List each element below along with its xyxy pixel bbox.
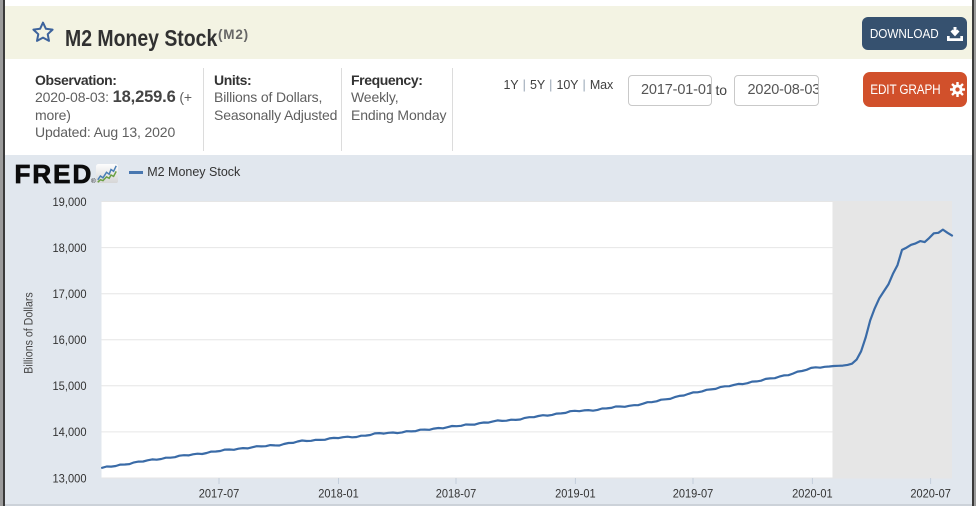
svg-text:2020-01: 2020-01 <box>792 487 833 501</box>
svg-text:2020-07: 2020-07 <box>910 487 951 501</box>
svg-text:16,000: 16,000 <box>52 333 86 347</box>
svg-text:2017-07: 2017-07 <box>198 487 239 501</box>
svg-text:2019-01: 2019-01 <box>555 487 596 501</box>
svg-text:17,000: 17,000 <box>52 287 86 301</box>
svg-text:13,000: 13,000 <box>52 471 86 485</box>
svg-text:2018-07: 2018-07 <box>435 487 476 501</box>
svg-text:2018-01: 2018-01 <box>318 487 359 501</box>
svg-text:15,000: 15,000 <box>52 379 86 393</box>
svg-text:Billions of Dollars: Billions of Dollars <box>23 292 35 374</box>
svg-text:14,000: 14,000 <box>52 425 86 439</box>
svg-text:18,000: 18,000 <box>52 241 86 255</box>
svg-text:19,000: 19,000 <box>52 195 86 209</box>
svg-text:2019-07: 2019-07 <box>672 487 713 501</box>
